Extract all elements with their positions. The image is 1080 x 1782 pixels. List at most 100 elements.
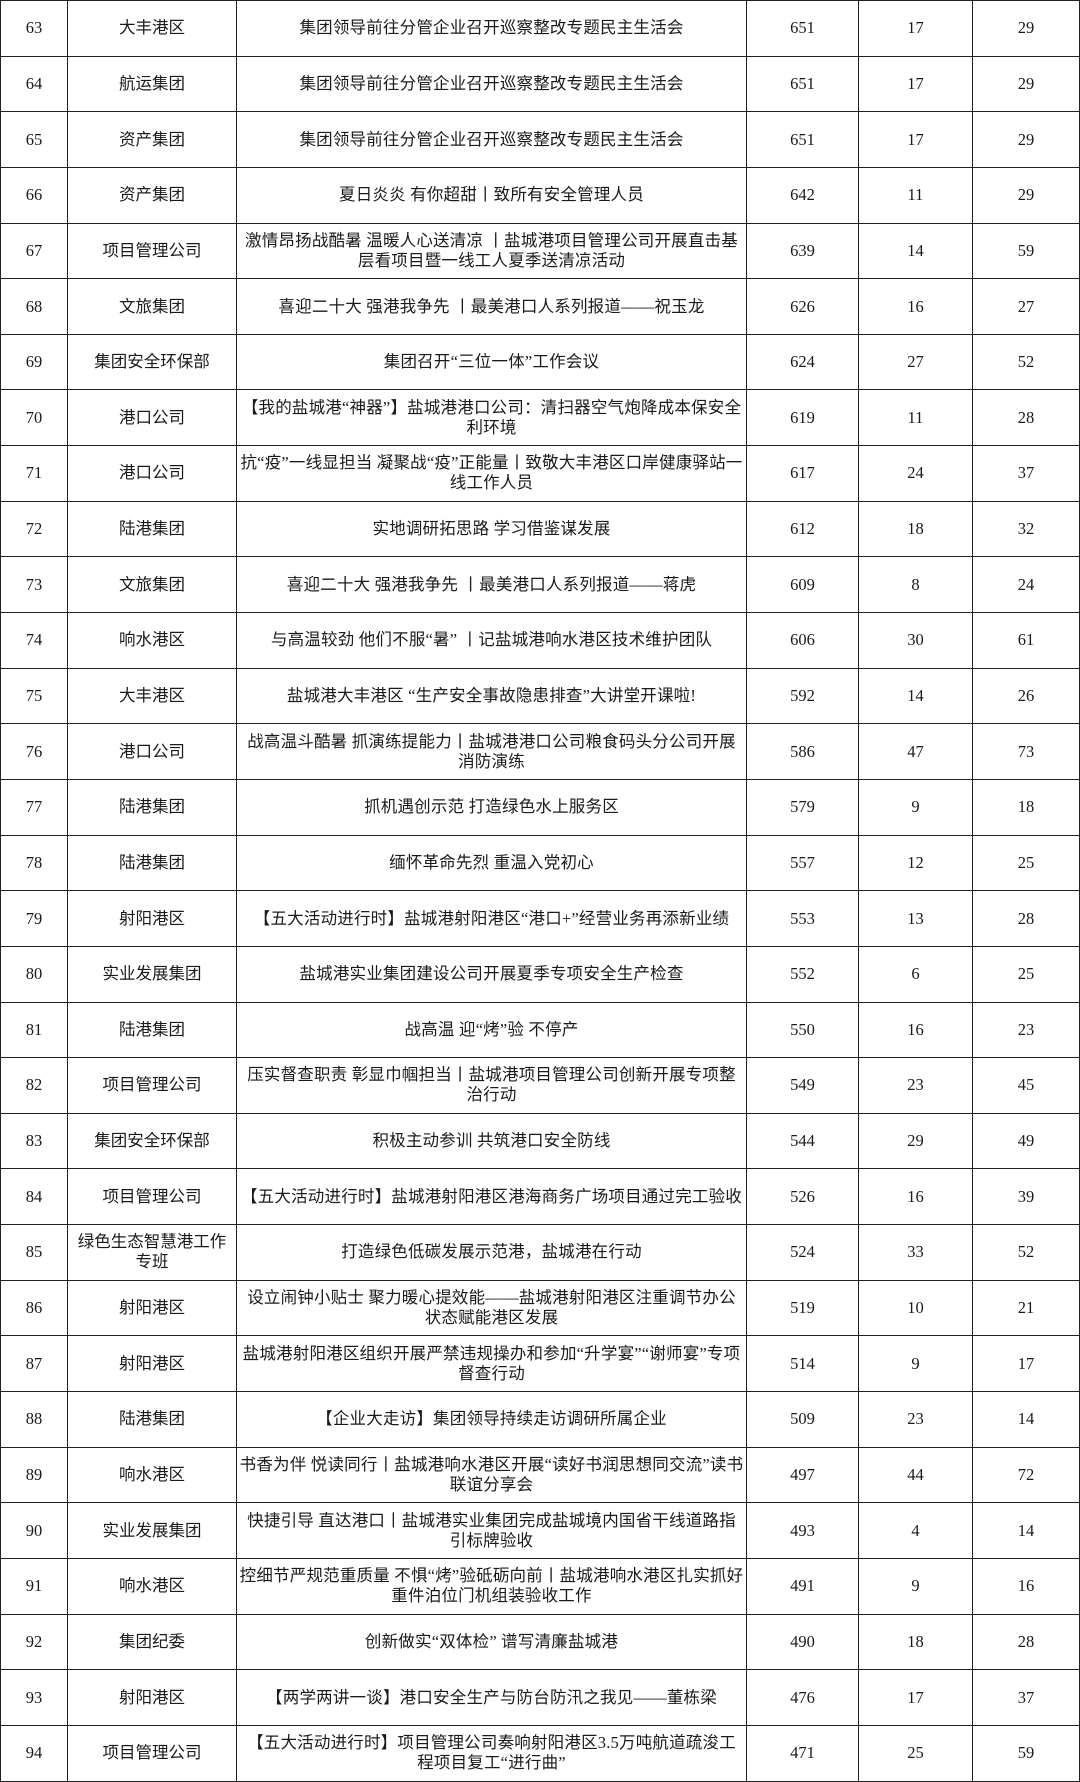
article-title: 夏日炎炎 有你超甜丨致所有安全管理人员 [236,166,747,224]
article-title: 喜迎二十大 强港我争先 丨最美港口人系列报道——蒋虎 [236,556,747,614]
unit-name: 港口公司 [67,723,237,780]
read-count: 639 [746,222,859,280]
read-count: 491 [746,1557,859,1615]
like-count: 9 [858,778,973,836]
row-number: 94 [0,1724,68,1782]
share-count: 29 [972,111,1080,168]
like-count: 44 [858,1446,973,1504]
row-number: 83 [0,1112,68,1170]
unit-name: 集团安全环保部 [67,333,237,391]
like-count: 14 [858,222,973,280]
read-count: 490 [746,1613,859,1671]
article-title: 【两学两讲一谈】港口安全生产与防台防汛之我见——董栋梁 [236,1669,747,1726]
share-count: 45 [972,1057,1080,1114]
article-title: 实地调研拓思路 学习借鉴谋发展 [236,500,747,558]
read-count: 642 [746,166,859,224]
table-row: 79 射阳港区 【五大活动进行时】盐城港射阳港区“港口+”经营业务再添新业绩 553 1… [0,890,1080,947]
unit-name: 陆港集团 [67,500,237,558]
table-row: 64 航运集团 集团领导前往分管企业召开巡察整改专题民主生活会 651 17 29 [0,55,1080,113]
share-count: 16 [972,1557,1080,1615]
share-count: 28 [972,389,1080,447]
read-count: 552 [746,945,859,1003]
row-number: 80 [0,945,68,1003]
article-title: 【五大活动进行时】项目管理公司奏响射阳港区3.5万吨航道疏浚工程项目复工“进行曲… [236,1724,747,1782]
row-number: 69 [0,333,68,391]
article-title: 盐城港大丰港区 “生产安全事故隐患排查”大讲堂开课啦! [236,667,747,725]
read-count: 626 [746,278,859,335]
article-title: 盐城港实业集团建设公司开展夏季专项安全生产检查 [236,945,747,1003]
table-row: 80 实业发展集团 盐城港实业集团建设公司开展夏季专项安全生产检查 552 6 25 [0,945,1080,1003]
like-count: 18 [858,1613,973,1671]
like-count: 27 [858,333,973,391]
like-count: 9 [858,1557,973,1615]
article-title: 【五大活动进行时】盐城港射阳港区港海商务广场项目通过完工验收 [236,1168,747,1226]
table-row: 77 陆港集团 抓机遇创示范 打造绿色水上服务区 579 9 18 [0,778,1080,836]
share-count: 28 [972,890,1080,947]
unit-name: 实业发展集团 [67,1502,237,1559]
article-title: 打造绿色低碳发展示范港，盐城港在行动 [236,1224,747,1281]
article-title: 设立闹钟小贴士 聚力暖心提效能——盐城港射阳港区注重调节办公状态赋能港区发展 [236,1279,747,1337]
read-count: 493 [746,1502,859,1559]
article-title: 集团领导前往分管企业召开巡察整改专题民主生活会 [236,0,747,57]
share-count: 18 [972,778,1080,836]
table-row: 76 港口公司 战高温斗酷暑 抓演练提能力丨盐城港港口公司粮食码头分公司开展消防演练… [0,723,1080,780]
read-count: 609 [746,556,859,614]
like-count: 17 [858,55,973,113]
share-count: 59 [972,222,1080,280]
row-number: 89 [0,1446,68,1504]
article-title: 控细节严规范重质量 不惧“烤”验砥砺向前丨盐城港响水港区扎实抓好重件泊位门机组装… [236,1557,747,1615]
table-row: 70 港口公司 【我的盐城港“神器”】盐城港港口公司：清扫器空气炮降成本保安全利环境… [0,389,1080,447]
article-title: 战高温 迎“烤”验 不停产 [236,1001,747,1059]
table-row: 68 文旅集团 喜迎二十大 强港我争先 丨最美港口人系列报道——祝玉龙 626 16 27 [0,278,1080,335]
read-count: 651 [746,111,859,168]
article-title: 战高温斗酷暑 抓演练提能力丨盐城港港口公司粮食码头分公司开展消防演练 [236,723,747,780]
article-title: 【五大活动进行时】盐城港射阳港区“港口+”经营业务再添新业绩 [236,890,747,947]
table-row: 73 文旅集团 喜迎二十大 强港我争先 丨最美港口人系列报道——蒋虎 609 8 24 [0,556,1080,614]
article-title: 抓机遇创示范 打造绿色水上服务区 [236,778,747,836]
read-count: 524 [746,1224,859,1281]
unit-name: 港口公司 [67,445,237,502]
row-number: 75 [0,667,68,725]
read-count: 606 [746,612,859,669]
like-count: 6 [858,945,973,1003]
share-count: 49 [972,1112,1080,1170]
table-row: 93 射阳港区 【两学两讲一谈】港口安全生产与防台防汛之我见——董栋梁 476 17 37 [0,1669,1080,1726]
share-count: 73 [972,723,1080,780]
row-number: 71 [0,445,68,502]
like-count: 18 [858,500,973,558]
read-count: 497 [746,1446,859,1504]
read-count: 579 [746,778,859,836]
row-number: 79 [0,890,68,947]
row-number: 78 [0,834,68,892]
read-count: 553 [746,890,859,947]
row-number: 90 [0,1502,68,1559]
row-number: 86 [0,1279,68,1337]
article-title: 激情昂扬战酷暑 温暖人心送清凉 丨盐城港项目管理公司开展直击基层看项目暨一线工人… [236,222,747,280]
article-title: 【我的盐城港“神器”】盐城港港口公司：清扫器空气炮降成本保安全利环境 [236,389,747,447]
like-count: 24 [858,445,973,502]
unit-name: 大丰港区 [67,0,237,57]
like-count: 8 [858,556,973,614]
row-number: 72 [0,500,68,558]
row-number: 76 [0,723,68,780]
row-number: 82 [0,1057,68,1114]
table-row: 85 绿色生态智慧港工作专班 打造绿色低碳发展示范港，盐城港在行动 524 33 52 [0,1224,1080,1281]
unit-name: 大丰港区 [67,667,237,725]
share-count: 39 [972,1168,1080,1226]
unit-name: 陆港集团 [67,1391,237,1448]
row-number: 73 [0,556,68,614]
unit-name: 项目管理公司 [67,1724,237,1782]
like-count: 23 [858,1057,973,1114]
read-count: 509 [746,1391,859,1448]
article-title: 快捷引导 直达港口丨盐城港实业集团完成盐城境内国省干线道路指引标牌验收 [236,1502,747,1559]
share-count: 25 [972,945,1080,1003]
table-row: 92 集团纪委 创新做实“双体检” 谱写清廉盐城港 490 18 28 [0,1613,1080,1671]
like-count: 16 [858,278,973,335]
article-title: 与高温较劲 他们不服“暑” 丨记盐城港响水港区技术维护团队 [236,612,747,669]
article-title: 抗“疫”一线显担当 凝聚战“疫”正能量丨致敬大丰港区口岸健康驿站一线工作人员 [236,445,747,502]
like-count: 13 [858,890,973,947]
table-row: 83 集团安全环保部 积极主动参训 共筑港口安全防线 544 29 49 [0,1112,1080,1170]
table-row: 81 陆港集团 战高温 迎“烤”验 不停产 550 16 23 [0,1001,1080,1059]
table-row: 69 集团安全环保部 集团召开“三位一体”工作会议 624 27 52 [0,333,1080,391]
